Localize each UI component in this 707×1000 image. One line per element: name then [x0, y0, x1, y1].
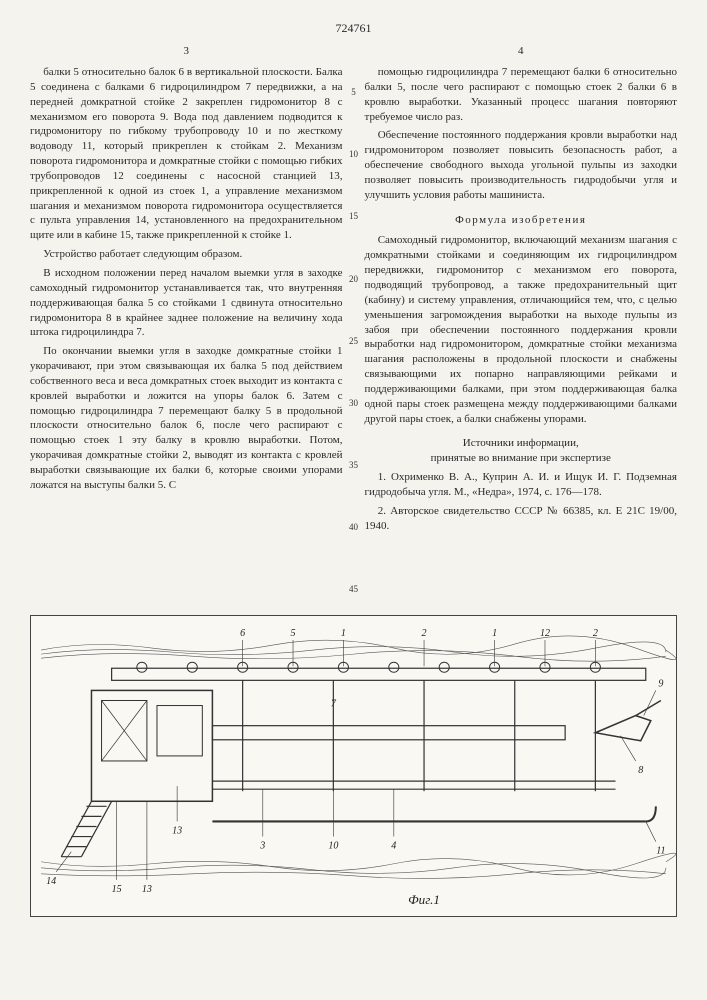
- line-mark: 40: [347, 521, 361, 533]
- right-paragraph-3: Самоходный гидромонитор, включающий меха…: [365, 233, 678, 426]
- right-col-number: 4: [365, 44, 678, 59]
- svg-text:12: 12: [540, 628, 550, 639]
- svg-text:5: 5: [291, 628, 296, 639]
- left-col-number: 3: [30, 44, 343, 59]
- svg-text:6: 6: [240, 628, 245, 639]
- line-mark: 45: [347, 583, 361, 595]
- line-mark: 15: [347, 210, 361, 222]
- line-number-gutter: 5 10 15 20 25 30 35 40 45: [347, 44, 361, 595]
- line-mark: 5: [347, 86, 361, 98]
- document-number: 724761: [30, 20, 677, 36]
- right-column: 4 помощью гидроцилиндра 7 перемещают бал…: [365, 44, 678, 595]
- left-column: 3 балки 5 относительно балок 6 в вертика…: [30, 44, 343, 595]
- right-paragraph-4: 1. Охрименко В. А., Куприн А. И. и Ищук …: [365, 470, 678, 500]
- figure-svg: 6 5 1 2 1 12 2 7 13 3 10 4 8 9 11 14 15 …: [31, 616, 676, 916]
- right-paragraph-2: Обеспечение постоянного поддержания кров…: [365, 128, 678, 202]
- right-paragraph-1: помощью гидроцилиндра 7 перемещают балки…: [365, 65, 678, 124]
- svg-text:1: 1: [492, 628, 497, 639]
- svg-text:15: 15: [112, 884, 122, 895]
- svg-text:10: 10: [328, 841, 338, 852]
- svg-text:13: 13: [172, 826, 182, 837]
- svg-text:2: 2: [593, 628, 598, 639]
- technical-figure: 6 5 1 2 1 12 2 7 13 3 10 4 8 9 11 14 15 …: [30, 615, 677, 917]
- formula-heading: Формула изобретения: [365, 213, 678, 228]
- svg-text:14: 14: [46, 876, 56, 887]
- svg-text:7: 7: [331, 699, 337, 710]
- svg-text:4: 4: [391, 841, 396, 852]
- left-paragraph-1: балки 5 относительно балок 6 в вертикаль…: [30, 65, 343, 243]
- line-mark: 10: [347, 148, 361, 160]
- svg-text:11: 11: [656, 846, 665, 857]
- svg-text:3: 3: [259, 841, 265, 852]
- svg-text:1: 1: [341, 628, 346, 639]
- svg-text:13: 13: [142, 884, 152, 895]
- left-paragraph-4: По окончании выемки угля в заходке домкр…: [30, 344, 343, 492]
- svg-text:8: 8: [638, 766, 643, 777]
- line-mark: 20: [347, 273, 361, 285]
- left-paragraph-3: В исходном положении перед началом выемк…: [30, 266, 343, 340]
- svg-text:2: 2: [422, 628, 427, 639]
- sources-heading: Источники информации, принятые во вниман…: [365, 436, 678, 466]
- figure-caption: Фиг.1: [408, 893, 440, 908]
- line-mark: 35: [347, 459, 361, 471]
- left-paragraph-2: Устройство работает следующим образом.: [30, 247, 343, 262]
- right-paragraph-5: 2. Авторское свидетельство СССР № 66385,…: [365, 504, 678, 534]
- line-mark: 30: [347, 397, 361, 409]
- line-mark: 25: [347, 335, 361, 347]
- svg-text:9: 9: [658, 679, 663, 690]
